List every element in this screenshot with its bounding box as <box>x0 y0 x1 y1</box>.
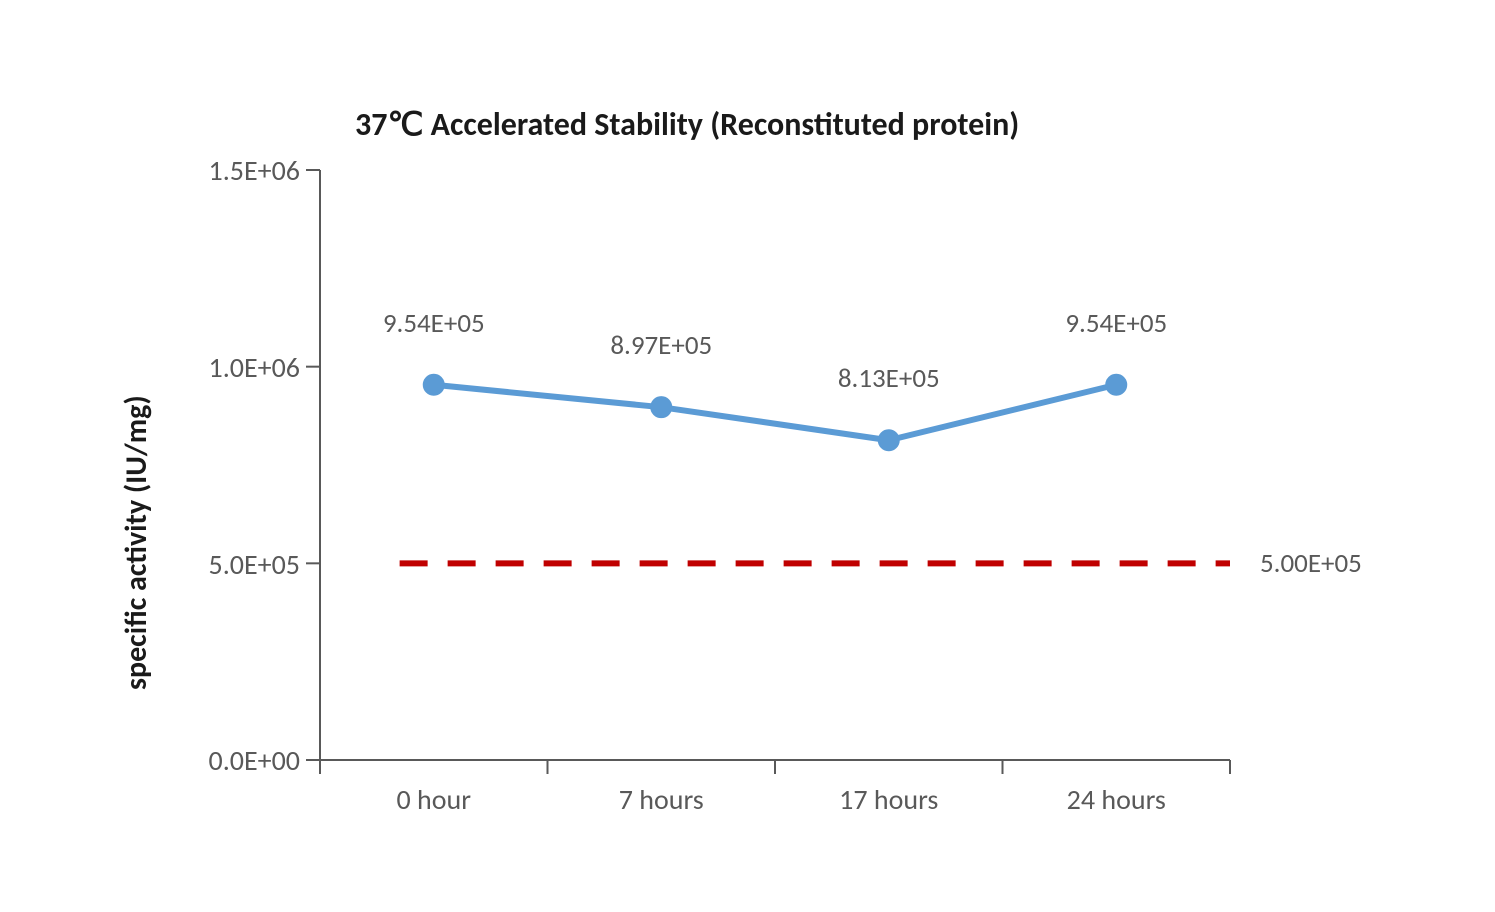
y-axis-label: specific activity (IU/mg) <box>118 395 155 690</box>
reference-line-label: 5.00E+05 <box>1260 547 1362 580</box>
data-point-label: 9.54E+05 <box>1036 307 1196 340</box>
x-category-label: 24 hours <box>1003 782 1231 817</box>
y-tick-label: 5.0E+05 <box>209 547 300 582</box>
y-tick-label: 0.0E+00 <box>209 743 300 778</box>
data-point-label: 8.13E+05 <box>809 362 969 395</box>
series-line <box>434 385 1117 440</box>
series-marker <box>651 397 671 417</box>
chart-title: 37℃ Accelerated Stability (Reconstituted… <box>355 105 1019 144</box>
x-category-label: 7 hours <box>548 782 776 817</box>
data-point-label: 9.54E+05 <box>354 307 514 340</box>
data-point-label: 8.97E+05 <box>581 329 741 362</box>
series-marker <box>424 375 444 395</box>
series-marker <box>1106 375 1126 395</box>
y-tick-label: 1.0E+06 <box>209 350 300 385</box>
y-tick-label: 1.5E+06 <box>209 153 300 188</box>
chart-stage: 37℃ Accelerated Stability (Reconstituted… <box>0 0 1495 912</box>
x-category-label: 0 hour <box>320 782 548 817</box>
x-category-label: 17 hours <box>775 782 1003 817</box>
series-marker <box>879 430 899 450</box>
